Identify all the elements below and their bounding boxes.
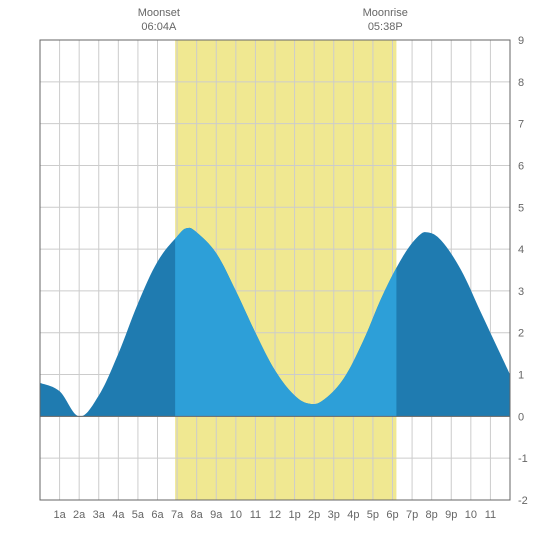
svg-text:10: 10 <box>465 509 477 521</box>
svg-text:6a: 6a <box>151 509 164 521</box>
chart-svg: 1a2a3a4a5a6a7a8a9a1011121p2p3p4p5p6p7p8p… <box>0 0 550 550</box>
svg-text:3a: 3a <box>93 509 106 521</box>
moonrise-time: 05:38P <box>355 20 415 34</box>
svg-text:7a: 7a <box>171 509 184 521</box>
svg-text:2p: 2p <box>308 509 320 521</box>
moonrise-annotation: Moonrise 05:38P <box>355 6 415 35</box>
svg-text:7: 7 <box>518 119 524 131</box>
svg-text:-1: -1 <box>518 453 528 465</box>
svg-text:5p: 5p <box>367 509 379 521</box>
svg-text:9p: 9p <box>445 509 457 521</box>
svg-text:5a: 5a <box>132 509 145 521</box>
svg-text:11: 11 <box>250 509 261 521</box>
svg-text:7p: 7p <box>406 509 418 521</box>
svg-text:4: 4 <box>518 244 524 256</box>
svg-text:6p: 6p <box>386 509 398 521</box>
svg-text:9: 9 <box>518 35 524 47</box>
svg-text:5: 5 <box>518 202 524 214</box>
moonset-time: 06:04A <box>129 20 189 34</box>
svg-text:12: 12 <box>269 509 281 521</box>
svg-text:8p: 8p <box>426 509 438 521</box>
svg-text:2: 2 <box>518 328 524 340</box>
svg-text:11: 11 <box>485 509 496 521</box>
svg-text:3p: 3p <box>328 509 340 521</box>
moonset-label: Moonset <box>129 6 189 20</box>
svg-text:4p: 4p <box>347 509 359 521</box>
svg-text:3: 3 <box>518 286 524 298</box>
svg-text:8a: 8a <box>191 509 204 521</box>
svg-text:6: 6 <box>518 160 524 172</box>
svg-text:4a: 4a <box>112 509 125 521</box>
svg-text:-2: -2 <box>518 495 528 507</box>
tide-chart: 1a2a3a4a5a6a7a8a9a1011121p2p3p4p5p6p7p8p… <box>0 0 550 550</box>
svg-text:1p: 1p <box>288 509 300 521</box>
svg-text:10: 10 <box>230 509 242 521</box>
svg-text:0: 0 <box>518 411 524 423</box>
svg-text:2a: 2a <box>73 509 86 521</box>
svg-text:9a: 9a <box>210 509 223 521</box>
moonset-annotation: Moonset 06:04A <box>129 6 189 35</box>
moonrise-label: Moonrise <box>355 6 415 20</box>
svg-text:1: 1 <box>518 370 524 382</box>
svg-text:8: 8 <box>518 77 524 89</box>
svg-text:1a: 1a <box>53 509 66 521</box>
